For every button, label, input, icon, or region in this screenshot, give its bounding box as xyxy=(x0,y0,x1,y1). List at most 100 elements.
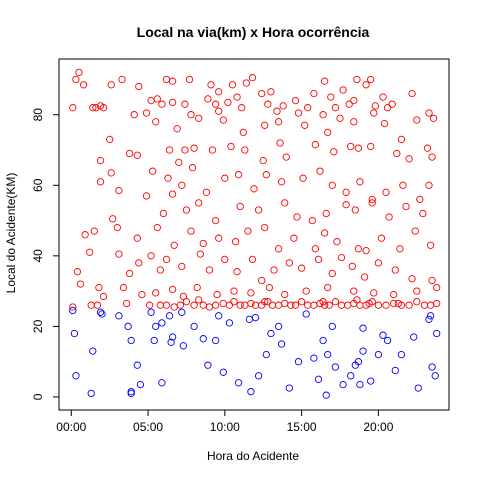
data-point xyxy=(195,296,203,304)
data-point xyxy=(339,86,347,94)
data-point xyxy=(199,239,207,248)
data-point xyxy=(90,227,98,235)
data-point xyxy=(325,301,333,309)
data-point xyxy=(304,301,312,309)
data-point xyxy=(408,275,416,283)
x-tick-label: 05:00 xyxy=(133,420,163,434)
data-point xyxy=(153,223,161,232)
data-point xyxy=(314,255,323,264)
data-point xyxy=(89,347,97,355)
data-point xyxy=(178,181,186,189)
data-point xyxy=(261,298,269,306)
data-point xyxy=(211,100,220,108)
data-point xyxy=(173,125,181,133)
data-point xyxy=(93,301,102,309)
data-point xyxy=(73,268,82,276)
data-point xyxy=(115,312,123,320)
data-point xyxy=(423,144,432,152)
points-layer xyxy=(69,68,441,399)
data-point xyxy=(285,259,293,267)
data-point xyxy=(410,333,418,341)
data-point xyxy=(158,319,166,327)
data-point xyxy=(339,380,347,389)
data-point xyxy=(95,283,103,292)
data-point xyxy=(274,301,283,309)
data-point xyxy=(199,335,207,343)
data-point xyxy=(333,238,341,246)
data-point xyxy=(273,107,281,115)
data-point xyxy=(431,372,439,380)
data-point xyxy=(211,336,220,345)
data-point xyxy=(81,231,89,239)
data-point xyxy=(188,164,197,172)
data-point xyxy=(109,215,117,223)
data-point xyxy=(328,322,336,331)
y-tick-label: 20 xyxy=(31,319,45,333)
data-point xyxy=(350,287,358,295)
data-point xyxy=(86,248,94,256)
data-point xyxy=(322,209,330,218)
data-point xyxy=(362,246,370,255)
data-point xyxy=(390,290,398,299)
data-point xyxy=(168,285,177,294)
data-point xyxy=(342,201,350,209)
y-tick-label: 60 xyxy=(31,178,45,192)
data-point xyxy=(419,209,427,218)
data-point xyxy=(247,289,255,297)
data-point xyxy=(193,283,201,292)
data-point xyxy=(354,358,363,366)
y-axis-label: Local do Acidente(KM) xyxy=(4,173,18,294)
data-point xyxy=(221,255,229,264)
data-point xyxy=(170,303,178,311)
data-point xyxy=(99,104,108,112)
data-point xyxy=(156,301,164,309)
data-point xyxy=(259,156,267,165)
data-point xyxy=(297,298,306,306)
data-point xyxy=(281,199,289,207)
data-point xyxy=(356,178,364,186)
data-point xyxy=(254,372,263,380)
data-point xyxy=(391,366,399,375)
data-point xyxy=(99,292,108,301)
data-point xyxy=(185,75,194,84)
data-point xyxy=(285,384,293,392)
chart-title: Local na via(km) x Hora ocorrência xyxy=(137,24,370,40)
data-point xyxy=(168,190,177,198)
data-point xyxy=(133,361,141,369)
data-point xyxy=(234,171,243,179)
plot-frame xyxy=(58,58,450,411)
data-point xyxy=(149,167,157,175)
data-point xyxy=(264,298,272,306)
data-point xyxy=(158,100,166,108)
data-point xyxy=(316,167,324,175)
data-point xyxy=(72,372,80,380)
data-point xyxy=(413,116,421,124)
data-point xyxy=(331,104,340,112)
data-point xyxy=(159,209,168,218)
data-point xyxy=(170,241,178,249)
data-point xyxy=(320,229,329,237)
data-point xyxy=(425,181,433,189)
data-point xyxy=(374,259,383,267)
data-point xyxy=(291,96,300,105)
data-point xyxy=(426,312,435,320)
data-point xyxy=(205,303,214,311)
data-point xyxy=(336,114,344,122)
data-point xyxy=(359,347,367,355)
data-point xyxy=(142,192,151,200)
data-point xyxy=(274,118,283,126)
data-point xyxy=(365,299,373,308)
y-tick-label: 80 xyxy=(31,108,45,122)
data-point xyxy=(190,144,198,152)
data-point xyxy=(251,313,260,322)
data-point xyxy=(190,301,198,309)
data-point xyxy=(328,181,336,189)
data-point xyxy=(356,380,364,389)
data-point xyxy=(347,372,355,380)
data-point xyxy=(350,96,358,105)
data-point xyxy=(230,287,238,295)
data-point xyxy=(234,379,243,387)
data-point xyxy=(228,81,237,89)
data-point xyxy=(261,223,269,232)
data-point xyxy=(383,336,392,345)
